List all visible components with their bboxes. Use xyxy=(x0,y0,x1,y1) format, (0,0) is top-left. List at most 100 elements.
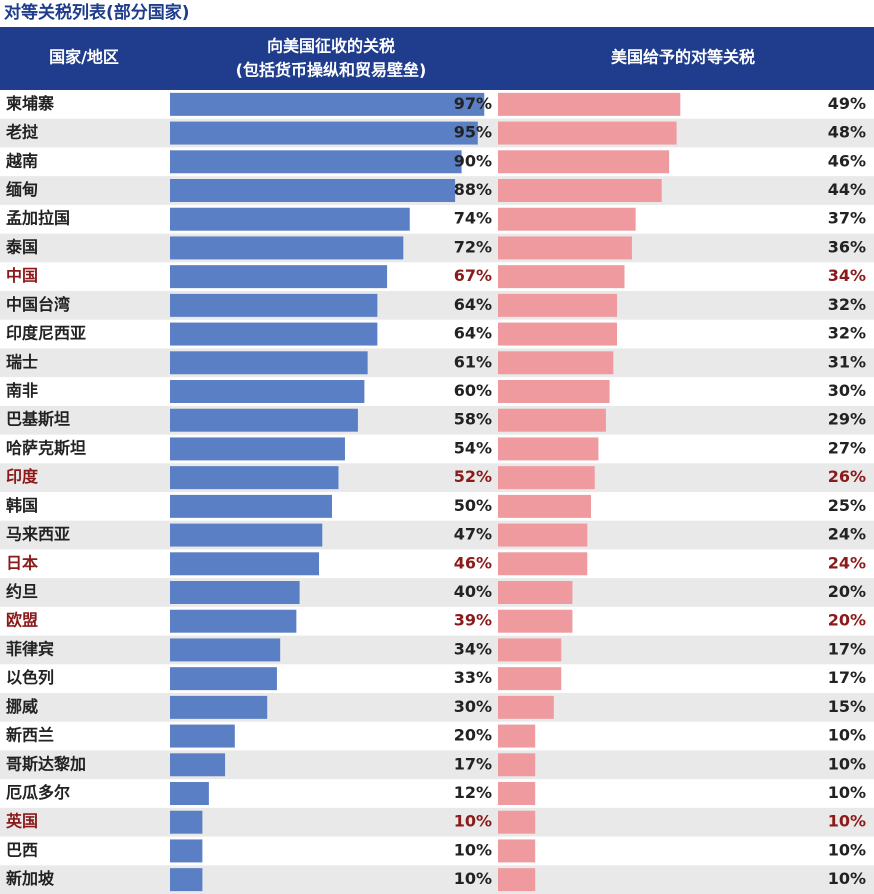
category-label: 新加坡 xyxy=(6,869,55,888)
value-label: 33% xyxy=(454,668,492,687)
bar xyxy=(498,638,562,662)
category-label: 韩国 xyxy=(6,496,38,515)
row-stripe xyxy=(0,291,874,320)
bar xyxy=(170,695,268,719)
value-label: 40% xyxy=(454,582,492,601)
value-label: 31% xyxy=(828,352,866,371)
bar xyxy=(498,753,536,777)
value-label: 95% xyxy=(454,123,492,142)
bar xyxy=(498,724,536,748)
bar xyxy=(498,121,677,145)
bar xyxy=(170,466,339,490)
value-label: 49% xyxy=(828,94,866,113)
bar xyxy=(498,667,562,691)
category-label: 老挝 xyxy=(5,123,39,142)
value-label: 24% xyxy=(828,553,866,572)
value-label: 58% xyxy=(454,410,492,429)
value-label: 72% xyxy=(454,237,492,256)
category-label: 以色列 xyxy=(6,668,54,687)
bar xyxy=(170,839,203,863)
row-stripe xyxy=(0,635,874,665)
bar xyxy=(498,322,618,346)
column-header: 向美国征收的关税 xyxy=(267,37,395,56)
bar xyxy=(498,179,662,202)
bar xyxy=(170,293,378,317)
value-label: 67% xyxy=(454,266,492,285)
value-label: 37% xyxy=(828,209,866,228)
bar xyxy=(170,179,456,202)
row-stripe xyxy=(0,865,874,894)
value-label: 25% xyxy=(828,496,866,515)
category-label: 越南 xyxy=(5,151,38,170)
value-label: 10% xyxy=(828,783,866,802)
bar xyxy=(170,810,203,834)
value-label: 17% xyxy=(454,754,492,773)
value-label: 39% xyxy=(454,611,492,630)
bar xyxy=(170,724,235,748)
value-label: 10% xyxy=(828,754,866,773)
bar xyxy=(498,810,536,834)
bar xyxy=(170,782,209,805)
row-stripe xyxy=(0,348,874,378)
category-label: 中国台湾 xyxy=(6,295,70,314)
bar xyxy=(498,609,573,633)
bar xyxy=(170,753,226,777)
value-label: 34% xyxy=(828,266,866,285)
bar xyxy=(170,380,365,403)
value-label: 10% xyxy=(828,726,866,745)
value-label: 47% xyxy=(454,525,492,544)
bar xyxy=(498,150,670,174)
value-label: 90% xyxy=(454,151,492,170)
value-label: 30% xyxy=(454,697,492,716)
value-label: 20% xyxy=(454,726,492,745)
category-label: 巴西 xyxy=(6,840,38,859)
value-label: 27% xyxy=(828,438,866,457)
bar xyxy=(170,150,462,174)
bar xyxy=(498,494,591,518)
bar xyxy=(498,293,618,317)
value-label: 17% xyxy=(828,668,866,687)
row-stripe xyxy=(0,750,874,780)
bar xyxy=(170,868,203,892)
value-label: 50% xyxy=(454,496,492,515)
column-header: 美国给予的对等关税 xyxy=(611,48,755,67)
value-label: 46% xyxy=(828,151,866,170)
value-label: 48% xyxy=(828,123,866,142)
value-label: 10% xyxy=(828,840,866,859)
value-label: 24% xyxy=(828,525,866,544)
value-label: 10% xyxy=(454,840,492,859)
bar xyxy=(170,609,297,633)
value-label: 97% xyxy=(454,94,492,113)
bar xyxy=(170,552,320,576)
value-label: 20% xyxy=(828,582,866,601)
value-label: 36% xyxy=(828,237,866,256)
category-label: 挪威 xyxy=(6,697,38,716)
row-stripe xyxy=(0,693,874,722)
header-background xyxy=(0,27,874,90)
bar xyxy=(170,667,277,691)
value-label: 10% xyxy=(828,869,866,888)
bar xyxy=(170,523,323,547)
bar xyxy=(498,695,554,719)
category-label: 哥斯达黎加 xyxy=(6,754,86,773)
value-label: 46% xyxy=(454,553,492,572)
row-stripe xyxy=(0,405,874,435)
category-label: 马来西亚 xyxy=(6,525,70,544)
category-label: 缅甸 xyxy=(6,180,38,199)
bar xyxy=(498,839,536,863)
value-label: 44% xyxy=(828,180,866,199)
bar xyxy=(170,207,410,231)
bar xyxy=(498,552,588,576)
value-label: 60% xyxy=(454,381,492,400)
bar xyxy=(498,782,536,805)
category-label: 瑞士 xyxy=(6,352,38,371)
category-label: 南非 xyxy=(6,381,38,400)
value-label: 15% xyxy=(828,697,866,716)
bar xyxy=(170,581,300,604)
value-label: 61% xyxy=(454,352,492,371)
row-stripe xyxy=(0,807,874,837)
bar xyxy=(498,207,636,231)
bar xyxy=(498,380,610,403)
value-label: 64% xyxy=(454,295,492,314)
